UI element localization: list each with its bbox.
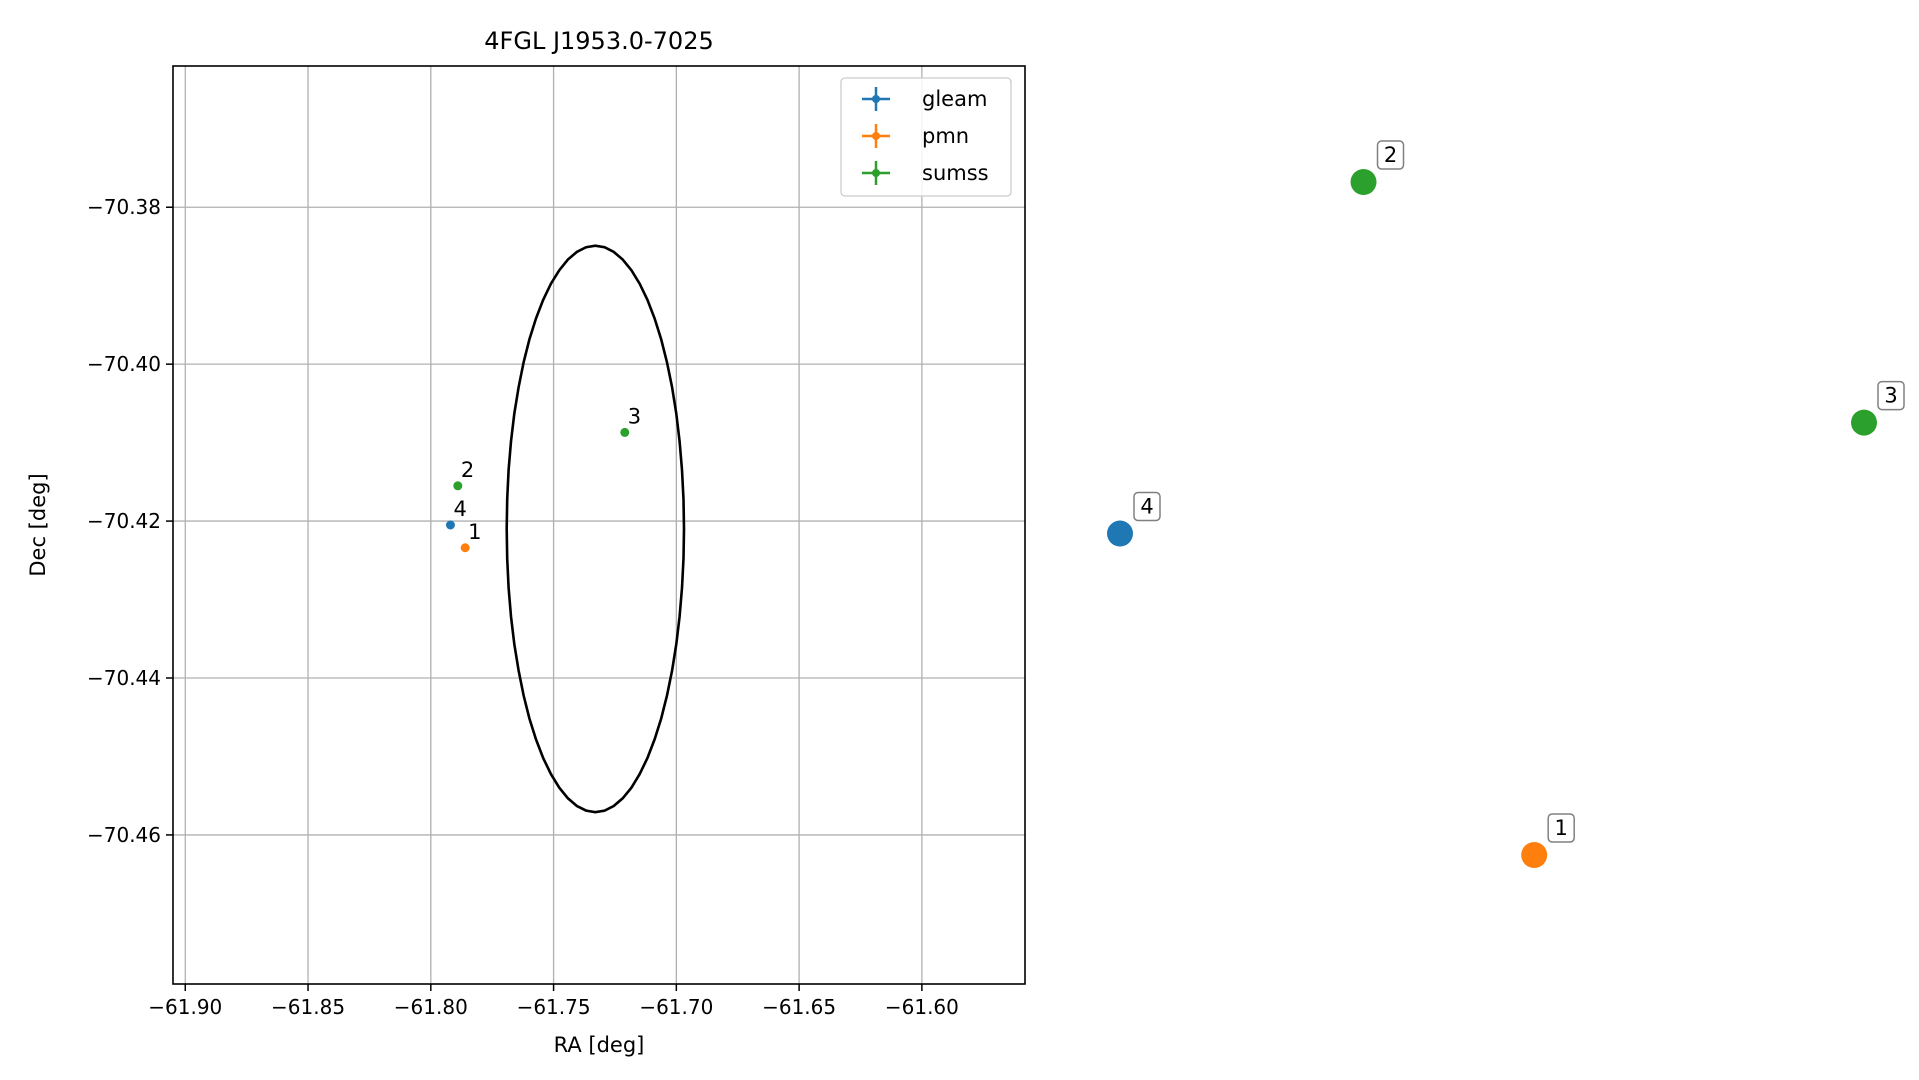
x-tick-label: −61.75	[517, 995, 591, 1019]
side-point-label: 4	[1140, 495, 1153, 519]
x-ticks: −61.90 −61.85 −61.80 −61.75 −61.70 −61.65 −61.…	[148, 984, 959, 1019]
side-panel: 4 1 2 3	[1107, 140, 1905, 868]
error-circle	[505, 244, 686, 814]
points-layer: 41 2 3	[445, 404, 641, 553]
legend-marker-dot-pmn	[872, 132, 880, 140]
point-label: 3	[628, 404, 641, 428]
side-label-box	[1877, 380, 1905, 411]
side-point-gleam	[1107, 520, 1133, 547]
x-tick-label: −61.85	[271, 995, 345, 1019]
y-tick-label: −70.38	[87, 195, 161, 219]
legend-marker-dot-gleam	[872, 95, 880, 103]
legend-label-sumss: sumss	[922, 161, 989, 185]
plot-frame	[172, 65, 1026, 985]
side-label-box	[1133, 491, 1161, 522]
legend-label-gleam: gleam	[922, 87, 987, 111]
x-tick-label: −61.80	[394, 995, 468, 1019]
side-label-box	[1376, 140, 1405, 170]
point-label: 1	[468, 520, 481, 544]
legend: gleam pmn sumss	[840, 77, 1012, 197]
x-tick-label: −61.60	[885, 995, 959, 1019]
legend-label-pmn: pmn	[922, 124, 969, 148]
x-axis-label: RA [deg]	[554, 1033, 645, 1057]
side-label-box	[1547, 813, 1575, 843]
data-point-gleam	[445, 520, 455, 530]
x-tick-label: −61.65	[762, 995, 836, 1019]
point-label: 4	[453, 497, 466, 521]
x-tick-label: −61.70	[639, 995, 713, 1019]
data-point-sumss	[620, 427, 630, 437]
side-point-sumss	[1851, 409, 1877, 436]
y-tick-label: −70.46	[87, 823, 161, 847]
side-point-label: 2	[1384, 143, 1397, 167]
side-point-label: 1	[1554, 816, 1567, 840]
side-point-label: 3	[1884, 384, 1897, 408]
side-point-pmn	[1521, 842, 1548, 868]
y-axis-label: Dec [deg]	[26, 473, 50, 576]
legend-box	[840, 77, 1012, 197]
data-point-pmn	[460, 543, 470, 553]
data-point-sumss	[453, 481, 463, 491]
main-axes: 41 2 3 −61.90 −61.85 −61.80 −61.75 −61.70 −61.6…	[26, 27, 1026, 1057]
chart-title: 4FGL J1953.0-7025	[484, 27, 713, 55]
legend-marker-dot-sumss	[872, 169, 880, 177]
y-tick-label: −70.42	[87, 509, 161, 533]
y-ticks: −70.38 −70.40 −70.42 −70.44 −70.46	[87, 195, 173, 847]
grid	[173, 66, 1025, 984]
x-tick-label: −61.90	[148, 995, 222, 1019]
y-tick-label: −70.40	[87, 352, 161, 376]
error-circle-layer	[505, 244, 686, 814]
y-tick-label: −70.44	[87, 666, 161, 690]
side-point-sumss	[1350, 169, 1377, 195]
point-label: 2	[461, 458, 474, 482]
